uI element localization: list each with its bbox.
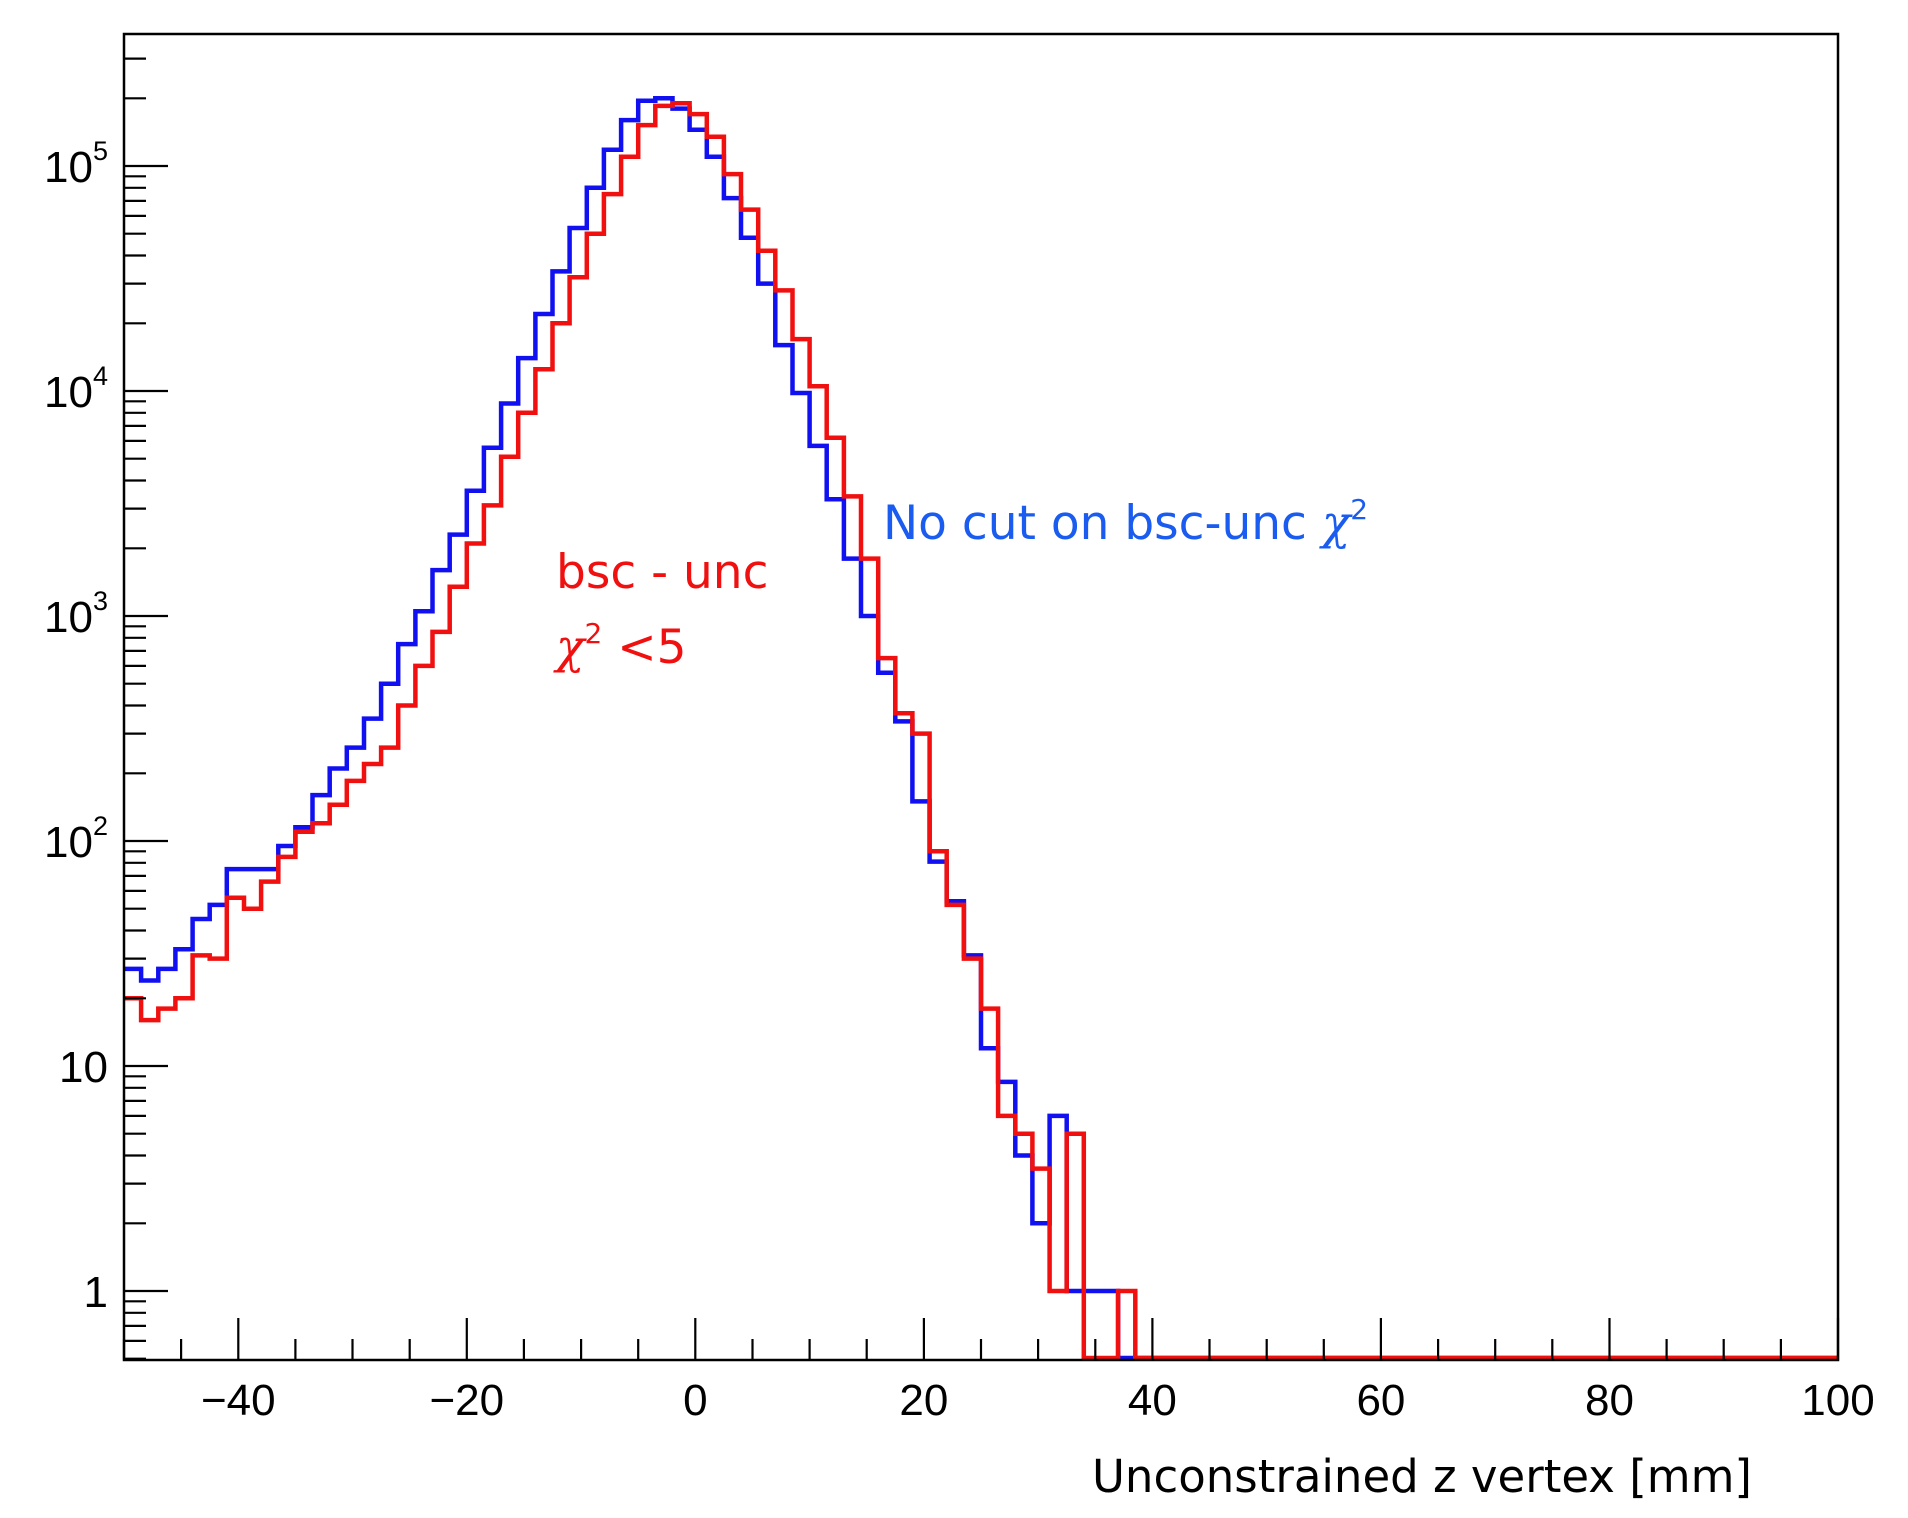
y-tick-label: 1: [84, 1268, 108, 1317]
axis-ticks: [122, 57, 1840, 1360]
x-tick-label: −20: [429, 1376, 504, 1425]
x-tick-label: 100: [1801, 1376, 1874, 1425]
y-tick-label: 105: [44, 136, 108, 192]
annotation-2-line-2: χ2 <5: [553, 617, 687, 675]
y-tick-label: 10: [59, 1043, 108, 1092]
annotation-2-line-1: bsc - unc: [556, 545, 768, 600]
x-tick-label: 0: [683, 1376, 707, 1425]
y-tick-label: 102: [44, 811, 108, 867]
histogram-series-2-line: [124, 101, 1838, 1361]
annotations: No cut on bsc-unc χ2 bsc - unc χ2 <5: [553, 493, 1368, 675]
axis-tick-marks: [122, 57, 1840, 1360]
y-tick-label: 103: [44, 586, 108, 642]
x-tick-label: 40: [1128, 1376, 1177, 1425]
x-axis-label: Unconstrained z vertex [mm]: [1092, 1450, 1752, 1503]
annotation-1-line-1: No cut on bsc-unc χ2: [883, 493, 1368, 551]
x-tick-label: −40: [201, 1376, 276, 1425]
x-tick-label: 60: [1356, 1376, 1405, 1425]
x-tick-label: 20: [899, 1376, 948, 1425]
y-tick-label: 104: [44, 361, 108, 417]
histogram-series: [124, 96, 1838, 1361]
x-tick-label: 80: [1585, 1376, 1634, 1425]
